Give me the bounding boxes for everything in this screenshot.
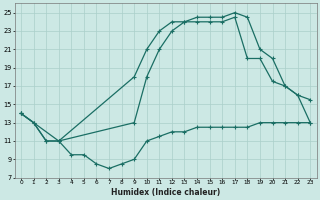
X-axis label: Humidex (Indice chaleur): Humidex (Indice chaleur) xyxy=(111,188,220,197)
